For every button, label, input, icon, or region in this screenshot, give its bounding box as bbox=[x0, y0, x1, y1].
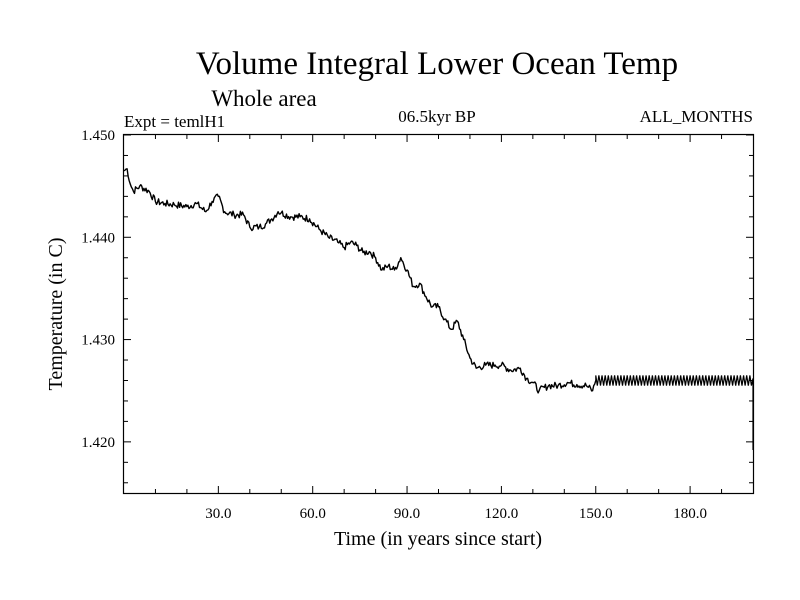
x-axis-ticks: 30.0 60.0 90.0 120.0 150.0 180.0 bbox=[154, 135, 723, 522]
x-tick-label: 90.0 bbox=[394, 506, 420, 522]
x-tick-label: 120.0 bbox=[485, 506, 519, 522]
x-axis-label: Time (in years since start) bbox=[334, 528, 542, 550]
plot-frame bbox=[122, 133, 755, 495]
y-tick-label: 1.440 bbox=[81, 230, 115, 246]
period-label: 06.5kyr BP bbox=[398, 107, 475, 126]
y-axis-ticks: 1.420 1.430 1.440 1.450 bbox=[81, 128, 753, 484]
temperature-series-line bbox=[123, 168, 597, 394]
x-tick-label: 150.0 bbox=[579, 506, 613, 522]
y-tick-label: 1.420 bbox=[81, 435, 115, 451]
chart-title: Volume Integral Lower Ocean Temp bbox=[196, 46, 678, 82]
x-tick-label: 180.0 bbox=[673, 506, 707, 522]
y-tick-label: 1.450 bbox=[81, 128, 115, 144]
months-label: ALL_MONTHS bbox=[640, 107, 753, 126]
chart-subtitle: Whole area bbox=[211, 86, 316, 111]
y-axis-label: Temperature (in C) bbox=[45, 238, 67, 391]
experiment-label: Expt = temlH1 bbox=[124, 112, 225, 131]
x-tick-label: 60.0 bbox=[300, 506, 326, 522]
x-tick-label: 30.0 bbox=[205, 506, 231, 522]
y-tick-label: 1.430 bbox=[81, 333, 115, 349]
temperature-series-oscillation bbox=[595, 375, 754, 450]
